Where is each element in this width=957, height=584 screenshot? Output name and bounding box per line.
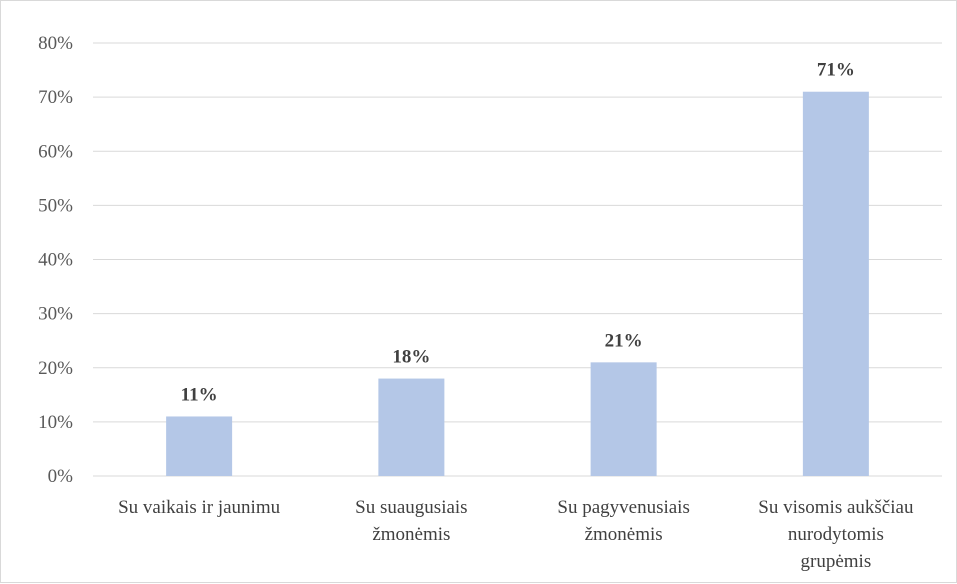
- category-label: Su pagyvenusiais: [557, 497, 689, 518]
- y-tick-label: 50%: [38, 195, 73, 216]
- y-tick-label: 10%: [38, 412, 73, 433]
- category-label: Su suaugusiais: [355, 497, 467, 518]
- y-tick-label: 30%: [38, 304, 73, 325]
- bar: [590, 362, 657, 476]
- y-tick-label: 20%: [38, 358, 73, 379]
- y-tick-label: 0%: [48, 466, 74, 487]
- bar: [802, 91, 869, 477]
- data-label: 71%: [817, 60, 855, 81]
- bar: [166, 416, 233, 476]
- category-label: Su vaikais ir jaunimu: [118, 497, 281, 518]
- category-label: grupėmis: [801, 551, 872, 572]
- category-label: žmonėmis: [585, 524, 663, 545]
- data-label: 18%: [392, 347, 430, 368]
- category-label: žmonėmis: [372, 524, 450, 545]
- data-label: 11%: [181, 384, 218, 405]
- y-tick-label: 60%: [38, 141, 73, 162]
- category-label: nurodytomis: [788, 524, 884, 545]
- y-tick-label: 70%: [38, 87, 73, 108]
- y-tick-label: 40%: [38, 250, 73, 271]
- data-label: 21%: [605, 330, 643, 351]
- y-tick-label: 80%: [38, 33, 73, 54]
- category-label: Su visomis aukščiau: [758, 497, 914, 518]
- bar: [378, 378, 445, 476]
